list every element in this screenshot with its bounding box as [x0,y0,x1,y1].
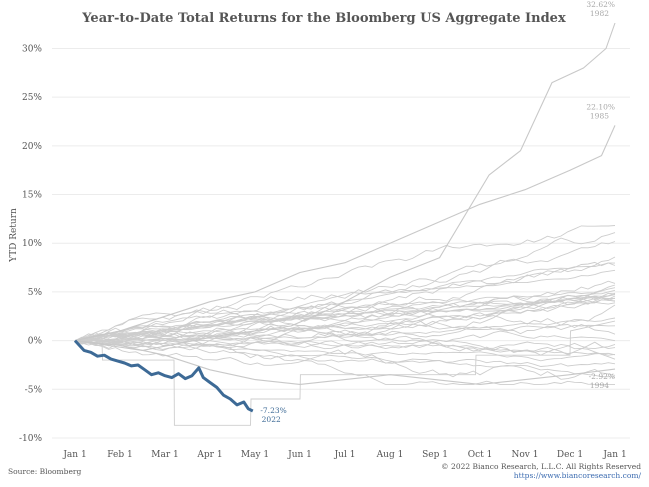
y-tick-label: -5% [25,385,43,395]
annotation-year: 2022 [262,415,281,424]
y-tick-label: 15% [22,191,42,201]
background-series-line [74,294,616,342]
x-tick-label: Feb 1 [107,450,132,460]
annotation-value: 22.10% [586,102,615,111]
annotation-year: 1985 [590,111,609,120]
annotation-value: -7.23% [260,406,286,415]
x-tick-label: Jul 1 [334,450,356,460]
x-tick-label: Jan 1 [602,450,626,460]
x-tick-label: Mar 1 [151,450,178,460]
x-tick-labels: Jan 1 Feb 1 Mar 1 Apr 1 May 1 Jun 1 Jul 1 Aug 1… [62,450,626,460]
background-series-line [74,340,616,367]
y-tick-label: 25% [22,93,42,103]
x-tick-label: Aug 1 [376,450,404,460]
series-line-1985 [74,125,616,342]
y-axis-label: YTD Return [9,208,19,263]
y-tick-labels: -10% -5% 0% 5% 10% 15% 20% 25% 30% [19,44,42,444]
background-series-line [74,297,616,342]
website-link[interactable]: https://www.biancoresearch.com/ [514,471,642,480]
y-tick-label: 0% [28,337,43,347]
x-tick-label: Jun 1 [287,450,312,460]
background-series-line [74,325,616,356]
series-line-1994 [74,340,616,385]
x-tick-label: Jan 1 [62,450,86,460]
background-series-line [74,225,616,343]
x-tick-label: Nov 1 [512,450,539,460]
named-series [73,22,616,413]
background-series [74,225,616,426]
background-series-line [74,340,616,352]
background-series-line [74,232,616,342]
annotation-year: 1994 [590,381,609,390]
y-tick-label: 10% [22,239,42,249]
x-tick-label: Apr 1 [196,450,222,460]
x-tick-label: Sep 1 [422,450,448,460]
annotation-year: 1982 [590,9,609,18]
background-series-line [74,269,616,342]
copyright-note: © 2022 Bianco Research, L.L.C. All Right… [441,462,641,471]
background-series-line [74,287,616,342]
background-series-line [74,292,616,348]
y-tick-label: -10% [19,434,42,444]
series-line-1982 [74,22,616,351]
source-note: Source: Bloomberg [8,467,81,476]
y-tick-label: 5% [28,288,43,298]
background-series-line [74,280,616,342]
annotation-value: 32.62% [586,0,615,9]
annotation-value: -2.92% [589,372,615,381]
background-series-line [74,339,616,380]
x-tick-label: May 1 [241,450,269,460]
background-series-line [74,241,616,342]
y-tick-label: 30% [22,44,42,54]
background-series-line [74,261,616,345]
x-tick-label: Dec 1 [557,450,583,460]
x-tick-label: Oct 1 [468,450,493,460]
series-line-2022 [73,339,254,413]
y-tick-label: 20% [22,142,42,152]
background-series-line [74,340,616,378]
background-series-line [74,322,616,345]
annotations: 32.62%1982 22.10%1985 -2.92%1994 -7.23%2022 [260,0,615,424]
chart-title: Year-to-Date Total Returns for the Bloom… [81,11,566,26]
